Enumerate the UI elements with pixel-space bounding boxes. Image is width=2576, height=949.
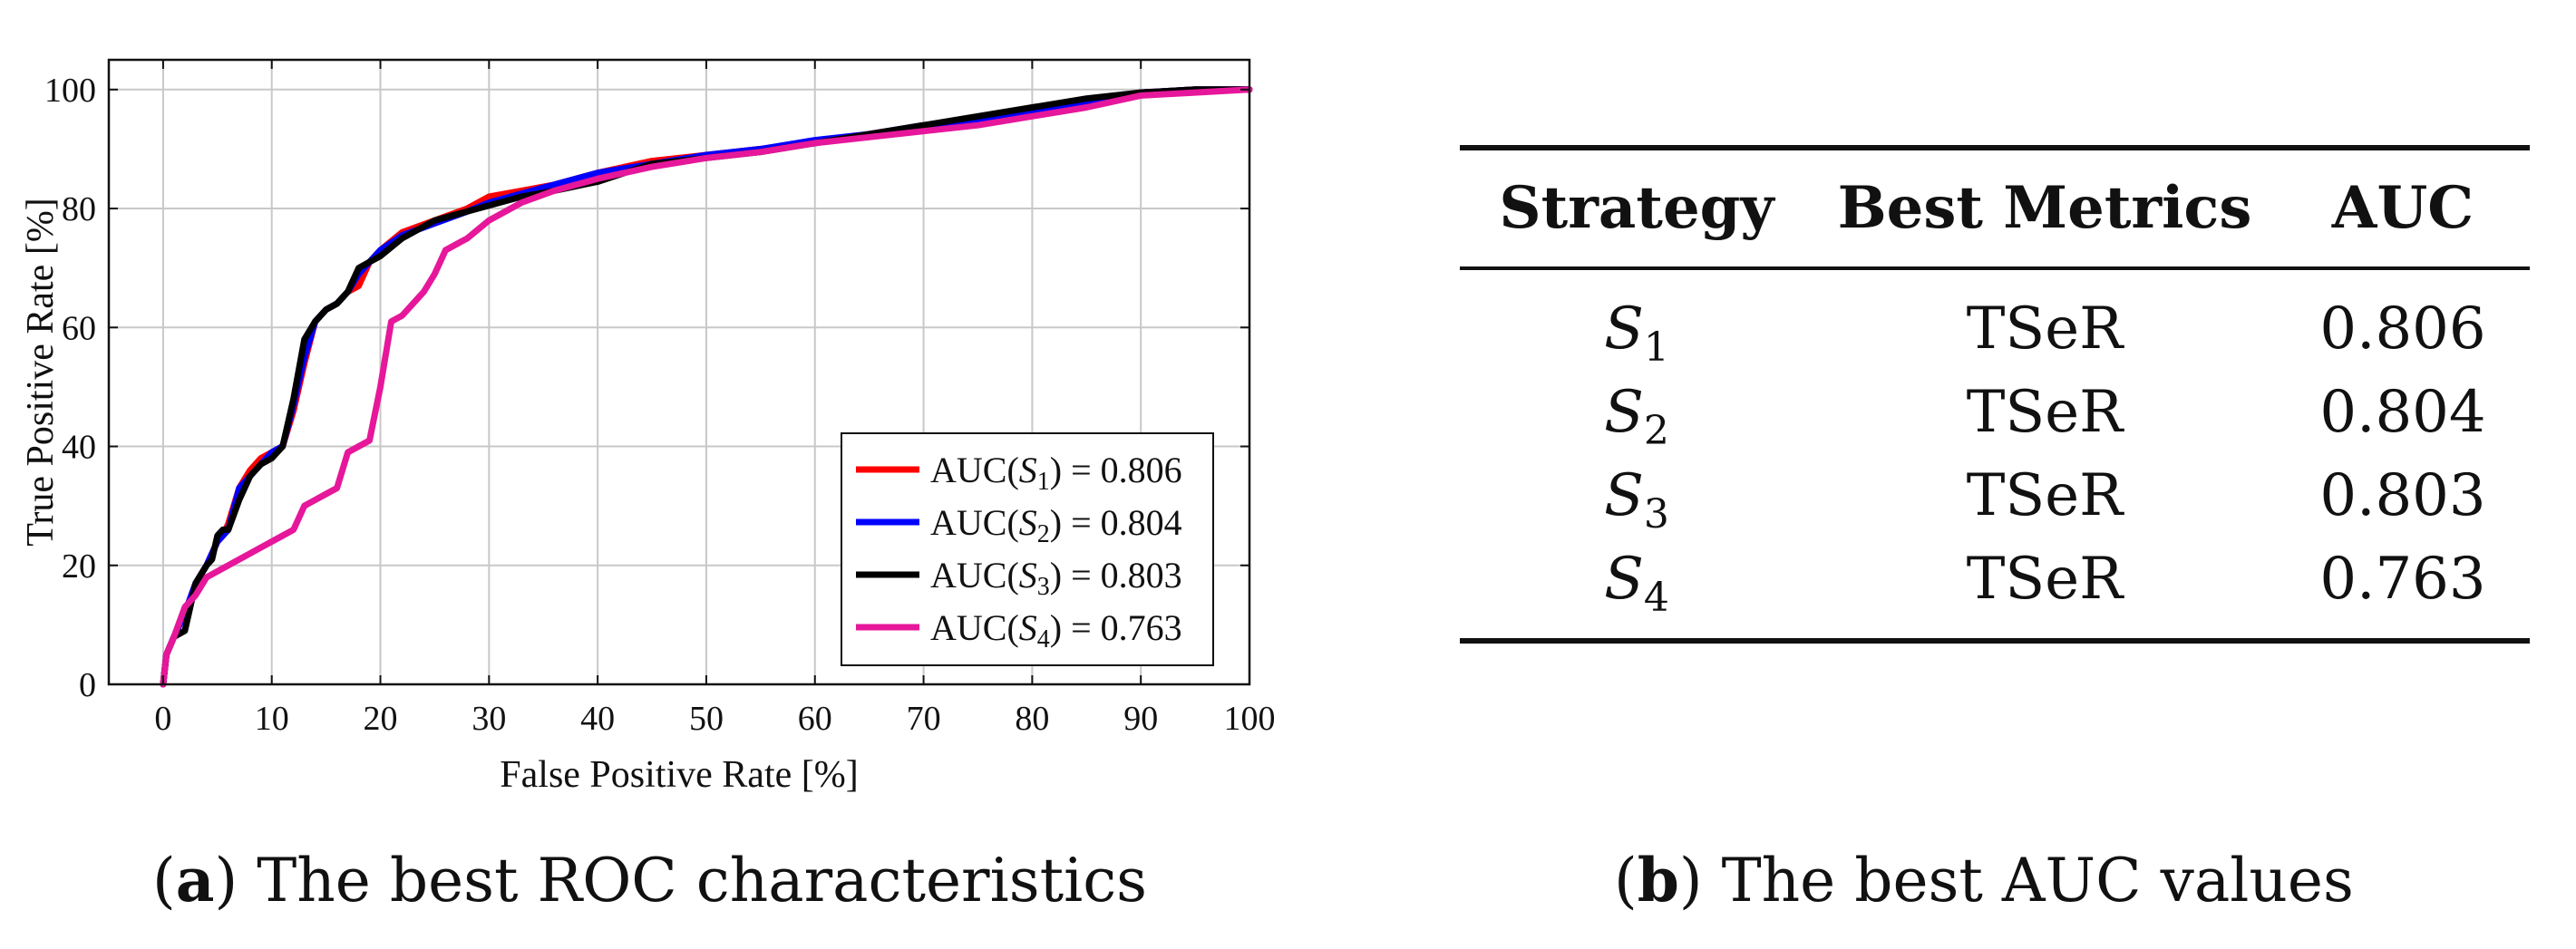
- row-2-symbol: S: [1604, 379, 1644, 446]
- legend-label-s3: AUC(S3) = 0.803: [930, 555, 1182, 601]
- row-1-symbol: S: [1604, 295, 1644, 363]
- row-2-sub: 2: [1643, 408, 1669, 454]
- y-tick-label-80: 80: [62, 190, 96, 228]
- y-tick-label-0: 0: [79, 666, 96, 704]
- y-axis-title: True Positive Rate [%]: [20, 198, 62, 547]
- row-1-strategy: S1: [1604, 295, 1669, 371]
- row-3-auc: 0.803: [2319, 462, 2486, 529]
- x-axis-title: False Positive Rate [%]: [500, 754, 858, 796]
- caption-a: (a) The best ROC characteristics: [152, 845, 1148, 915]
- table-mid-rule: [1460, 266, 2530, 270]
- x-tick-label-30: 30: [471, 700, 506, 738]
- x-tick-label-90: 90: [1123, 700, 1158, 738]
- y-tick-label-20: 20: [62, 547, 96, 586]
- x-tick-label-100: 100: [1224, 700, 1276, 738]
- row-3-sub: 3: [1643, 491, 1669, 537]
- row-1-metric: TSeR: [1966, 295, 2124, 363]
- row-1-auc: 0.806: [2319, 295, 2486, 363]
- y-tick-label-40: 40: [62, 429, 96, 467]
- table-top-rule: [1460, 145, 2530, 150]
- row-2-strategy: S2: [1604, 379, 1669, 454]
- x-tick-label-40: 40: [580, 700, 615, 738]
- caption-b-text: The best AUC values: [1721, 846, 2354, 915]
- caption-b-letter: b: [1637, 845, 1679, 915]
- row-3-symbol: S: [1604, 462, 1644, 529]
- header-auc: AUC: [2331, 174, 2474, 242]
- y-tick-label-60: 60: [62, 309, 96, 347]
- row-4-auc: 0.763: [2319, 546, 2486, 613]
- x-tick-label-50: 50: [689, 700, 724, 738]
- row-4-symbol: S: [1604, 546, 1644, 613]
- caption-a-letter: a: [175, 845, 215, 915]
- roc-chart: 0 10 20 30 40 50 60 70 80 90 100 0 20 40 60 80 100 False …: [20, 58, 1276, 796]
- row-4-metric: TSeR: [1966, 546, 2124, 613]
- x-tick-label-0: 0: [154, 700, 171, 738]
- series-line-s4: [160, 86, 1253, 688]
- x-tick-label-20: 20: [364, 700, 398, 738]
- legend-label-s4: AUC(S4) = 0.763: [930, 607, 1182, 654]
- y-tick-label-100: 100: [44, 72, 96, 110]
- table-bottom-rule: [1460, 638, 2530, 644]
- x-tick-label-60: 60: [798, 700, 832, 738]
- row-4-strategy: S4: [1604, 546, 1669, 621]
- caption-b: (b) The best AUC values: [1614, 845, 2354, 915]
- plot-frame: [107, 58, 1251, 686]
- row-4-sub: 4: [1643, 575, 1669, 621]
- x-tick-label-80: 80: [1015, 700, 1049, 738]
- header-strategy: Strategy: [1499, 174, 1774, 242]
- x-tick-label-70: 70: [907, 700, 941, 738]
- legend-label-s2: AUC(S2) = 0.804: [930, 502, 1182, 548]
- x-tick-label-10: 10: [255, 700, 289, 738]
- row-3-metric: TSeR: [1966, 462, 2124, 529]
- legend-label-s1: AUC(S1) = 0.806: [930, 450, 1182, 496]
- row-1-sub: 1: [1643, 324, 1669, 371]
- header-best-metrics: Best Metrics: [1837, 174, 2252, 242]
- row-2-auc: 0.804: [2319, 379, 2486, 446]
- caption-a-text: The best ROC characteristics: [257, 846, 1148, 915]
- row-3-strategy: S3: [1604, 462, 1669, 537]
- row-2-metric: TSeR: [1966, 379, 2124, 446]
